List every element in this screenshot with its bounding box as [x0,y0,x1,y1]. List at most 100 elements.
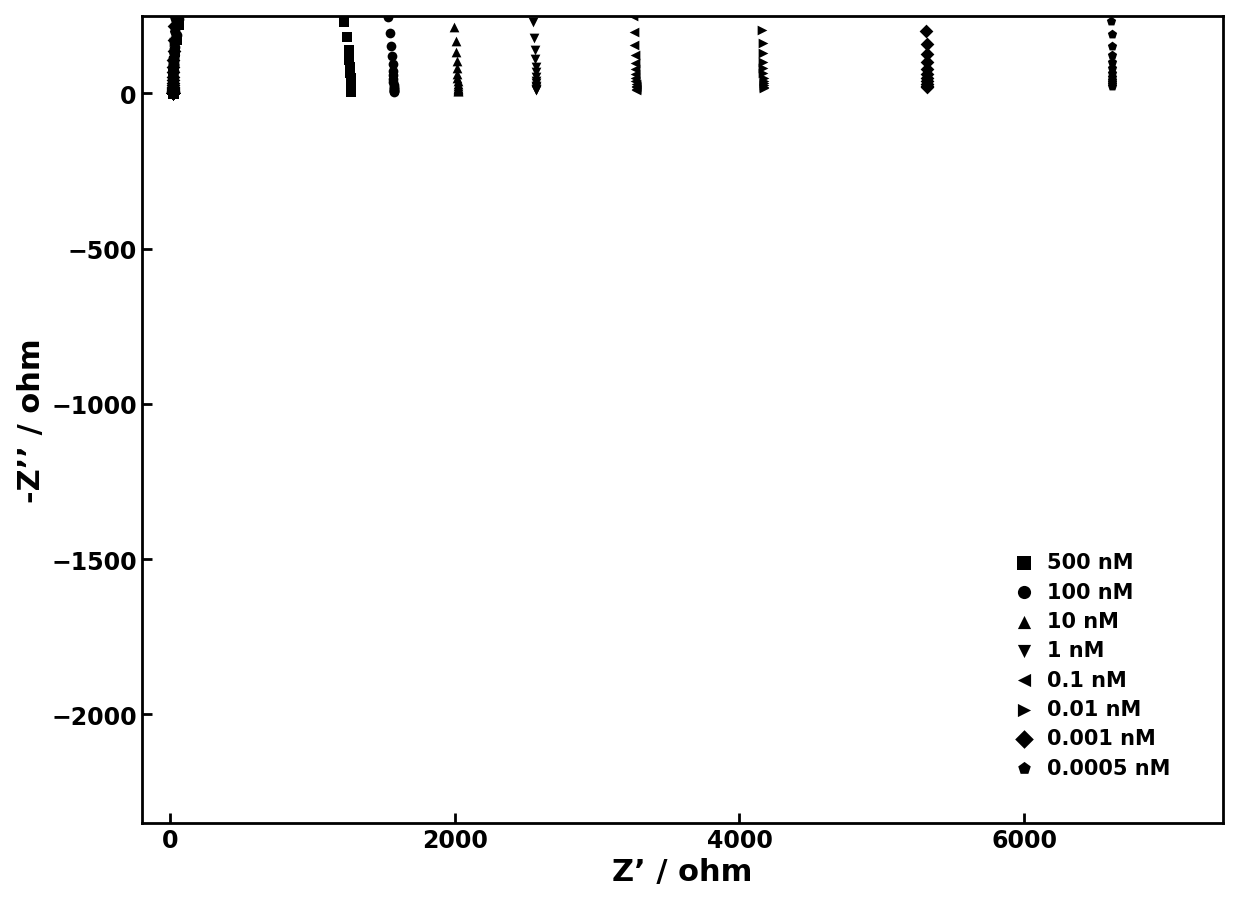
Y-axis label: -Z’’ / ohm: -Z’’ / ohm [16,338,46,502]
500 nM [164,76,184,90]
0.01 nM [753,37,773,51]
0.0005 nM [164,87,184,101]
0.001 nM [164,86,184,100]
0.0005 nM [164,87,184,101]
100 nM [164,59,184,73]
500 nM [164,87,184,101]
100 nM [164,87,184,101]
100 nM [164,70,184,84]
0.1 nM [625,63,645,78]
0.1 nM [164,87,184,101]
0.0005 nM [164,87,184,101]
100 nM [164,87,184,101]
10 nM [444,21,464,35]
100 nM [164,87,184,101]
100 nM [165,51,185,65]
1 nM [525,43,544,58]
0.01 nM [164,87,184,101]
0.001 nM [164,87,184,101]
0.001 nM [164,87,184,101]
100 nM [164,87,184,101]
0.001 nM [164,85,184,99]
0.001 nM [164,87,184,101]
0.01 nM [164,87,184,101]
10 nM [164,87,184,101]
0.0005 nM [164,87,184,101]
100 nM [164,87,184,101]
500 nM [164,86,184,100]
10 nM [164,79,184,94]
0.1 nM [164,77,184,91]
0.0005 nM [164,87,184,101]
500 nM [341,86,361,100]
10 nM [164,87,184,101]
0.001 nM [164,87,184,101]
10 nM [164,70,184,85]
500 nM [164,87,184,101]
500 nM [164,85,184,99]
0.01 nM [164,87,184,101]
0.0005 nM [1102,73,1122,88]
0.01 nM [164,87,184,101]
0.0005 nM [164,87,184,101]
10 nM [164,87,184,101]
10 nM [164,87,184,101]
0.01 nM [164,87,184,101]
0.1 nM [164,85,184,99]
10 nM [164,87,184,101]
X-axis label: Z’ / ohm: Z’ / ohm [613,857,753,887]
0.1 nM [164,87,184,101]
0.01 nM [164,86,184,100]
0.0005 nM [164,87,184,101]
0.1 nM [164,87,184,101]
1 nM [164,85,184,99]
100 nM [164,87,184,101]
500 nM [164,87,184,101]
1 nM [526,79,546,94]
0.001 nM [916,48,936,62]
100 nM [164,87,184,101]
1 nM [164,87,184,101]
100 nM [383,85,403,99]
0.1 nM [164,87,184,101]
0.1 nM [164,61,184,76]
0.0005 nM [164,86,184,100]
10 nM [164,83,184,98]
500 nM [341,71,361,86]
0.001 nM [164,87,184,101]
0.001 nM [164,87,184,101]
0.1 nM [164,87,184,101]
500 nM [164,82,184,97]
100 nM [164,87,184,101]
0.01 nM [164,87,184,101]
1 nM [164,87,184,101]
500 nM [339,43,358,58]
10 nM [164,86,184,100]
0.1 nM [164,87,184,101]
100 nM [383,58,403,72]
500 nM [164,87,184,101]
1 nM [526,84,546,98]
0.1 nM [164,87,184,101]
100 nM [164,87,184,101]
0.1 nM [626,82,646,97]
10 nM [164,61,184,75]
100 nM [164,87,184,101]
0.0005 nM [164,87,184,101]
0.001 nM [164,87,184,101]
0.01 nM [164,87,184,101]
500 nM [341,86,361,100]
0.0005 nM [164,61,184,75]
0.0005 nM [164,87,184,101]
0.01 nM [164,85,184,99]
0.01 nM [164,79,184,93]
1 nM [164,46,184,61]
0.0005 nM [164,87,184,101]
1 nM [164,72,184,87]
0.0005 nM [164,87,184,101]
0.1 nM [164,87,184,101]
0.01 nM [164,67,184,81]
100 nM [164,87,184,101]
0.1 nM [164,87,184,101]
500 nM [164,87,184,101]
